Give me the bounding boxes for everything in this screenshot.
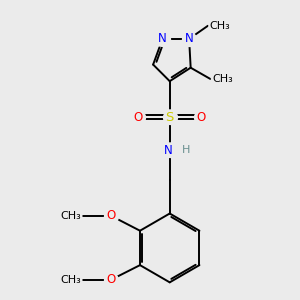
Text: CH₃: CH₃ bbox=[209, 21, 230, 31]
Text: N: N bbox=[164, 143, 172, 157]
Text: O: O bbox=[134, 111, 143, 124]
Text: CH₃: CH₃ bbox=[60, 211, 81, 221]
Text: S: S bbox=[166, 111, 174, 124]
Text: CH₃: CH₃ bbox=[60, 275, 81, 285]
Text: N: N bbox=[158, 32, 167, 45]
Text: O: O bbox=[106, 209, 116, 222]
Text: N: N bbox=[185, 32, 194, 45]
Text: H: H bbox=[182, 145, 190, 155]
Text: O: O bbox=[196, 111, 206, 124]
Text: CH₃: CH₃ bbox=[212, 74, 233, 84]
Text: O: O bbox=[106, 273, 116, 286]
